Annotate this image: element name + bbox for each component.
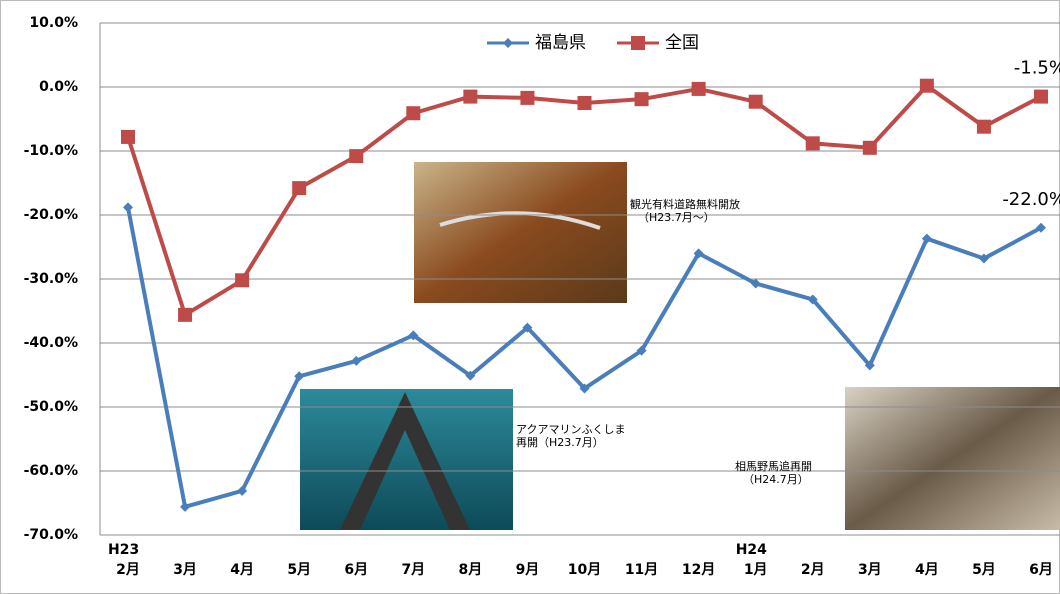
marker xyxy=(1036,222,1046,233)
marker xyxy=(691,81,706,96)
y-tick-label: -60.0% xyxy=(24,463,78,479)
marker xyxy=(862,140,877,155)
legend-label: 福島県 xyxy=(535,33,586,53)
photo xyxy=(414,162,627,303)
legend-marker xyxy=(631,36,645,50)
x-tick-label: 8月 xyxy=(459,562,483,578)
marker xyxy=(408,330,419,341)
y-tick-label: -50.0% xyxy=(24,399,78,415)
marker xyxy=(406,106,421,121)
y-tick-label: -10.0% xyxy=(24,143,78,159)
x-tick-label: 4月 xyxy=(230,562,254,578)
value-label: -1.5% xyxy=(1014,58,1060,79)
marker xyxy=(919,78,934,93)
annotation: アクアマリンふくしま xyxy=(516,423,625,436)
marker xyxy=(579,383,590,394)
y-tick-label: -40.0% xyxy=(24,335,78,351)
photo-detail xyxy=(340,392,470,530)
y-tick-label: -30.0% xyxy=(24,271,78,287)
y-tick-label: -20.0% xyxy=(24,207,78,223)
x-tick-label: 11月 xyxy=(625,562,658,578)
marker xyxy=(237,485,248,496)
photo xyxy=(845,387,1060,530)
x-tick-label: 9月 xyxy=(516,562,540,578)
x-tick-label: 3月 xyxy=(858,562,882,578)
marker xyxy=(121,129,135,144)
legend-label: 全国 xyxy=(665,33,699,53)
y-tick-label: 0.0% xyxy=(39,79,78,95)
annotation: （H24.7月） xyxy=(743,473,809,486)
marker xyxy=(577,96,592,110)
x-tick-label: 10月 xyxy=(568,562,601,578)
y-tick-label: -70.0% xyxy=(24,527,78,543)
marker xyxy=(522,322,533,333)
marker xyxy=(636,345,647,356)
x-tick-label: 7月 xyxy=(401,562,425,578)
marker xyxy=(465,370,476,381)
marker xyxy=(180,501,191,512)
year-label: H24 xyxy=(736,542,767,558)
annotation: 観光有料道路無料開放 xyxy=(630,197,740,211)
legend-marker xyxy=(503,38,513,48)
year-label: H23 xyxy=(108,542,139,558)
y-tick-label: 10.0% xyxy=(29,15,78,31)
marker xyxy=(349,149,364,164)
marker xyxy=(235,273,250,288)
marker xyxy=(864,360,875,371)
marker xyxy=(748,94,763,109)
x-tick-label: 2月 xyxy=(801,562,825,578)
x-tick-label: 6月 xyxy=(344,562,368,578)
annotation: 相馬野馬追再開 xyxy=(735,459,812,473)
x-tick-label: 12月 xyxy=(682,562,715,578)
x-tick-label: 1月 xyxy=(744,562,768,578)
x-tick-label: 6月 xyxy=(1029,562,1053,578)
x-tick-label: 4月 xyxy=(915,562,939,578)
marker xyxy=(805,136,820,151)
annotation: （H23.7月～） xyxy=(638,211,715,224)
marker xyxy=(693,248,704,259)
annotation: 再開（H23.7月） xyxy=(516,436,604,449)
marker xyxy=(807,294,818,305)
marker xyxy=(463,89,478,104)
marker xyxy=(978,253,989,264)
marker xyxy=(123,202,133,213)
marker xyxy=(351,355,362,366)
x-tick-label: 3月 xyxy=(173,562,197,578)
value-label: -22.0% xyxy=(1002,189,1060,210)
marker xyxy=(520,90,535,105)
marker xyxy=(750,278,761,289)
marker xyxy=(921,233,932,244)
marker xyxy=(178,307,193,322)
marker xyxy=(976,119,991,134)
marker xyxy=(294,371,305,382)
photo-detail xyxy=(439,211,601,230)
x-tick-label: 5月 xyxy=(972,562,996,578)
x-tick-label: 2月 xyxy=(116,562,140,578)
x-tick-label: 5月 xyxy=(287,562,311,578)
marker xyxy=(1034,89,1048,104)
marker xyxy=(634,92,649,107)
marker xyxy=(292,181,307,196)
